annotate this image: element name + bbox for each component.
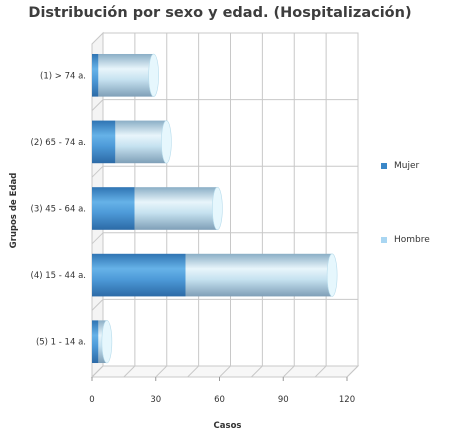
legend-swatch [381, 237, 387, 243]
category-label: (1) > 74 a. [40, 71, 86, 81]
x-axis-title: Casos [214, 421, 242, 431]
bar-mujer [92, 53, 99, 97]
category-label: (4) 15 - 44 a. [31, 271, 86, 281]
band-separator [91, 299, 104, 311]
x-tick-label: 30 [150, 395, 161, 405]
bar-mujer [92, 120, 116, 164]
legend-item-hombre: Hombre [381, 235, 430, 245]
x-tick-label: 60 [214, 395, 225, 405]
gridline-floor [219, 365, 231, 378]
y-axis-title: Grupos de Edad [9, 173, 19, 249]
bar-mujer [92, 253, 186, 297]
bar-end-cap [326, 253, 338, 297]
category-label: (3) 45 - 64 a. [31, 205, 86, 215]
bar-end-cap [161, 120, 172, 164]
x-tick-label: 120 [339, 395, 355, 405]
bar-mujer [92, 320, 99, 364]
legend-swatch [381, 163, 387, 169]
bar-end-cap [101, 320, 113, 364]
bar-hombre [134, 187, 218, 230]
gridline-floor [346, 365, 359, 378]
category-label: (2) 65 - 74 a. [31, 138, 86, 148]
gridline-floor [282, 365, 295, 378]
gridline-floor [251, 365, 263, 378]
bar-end-cap [148, 53, 159, 97]
band-separator [91, 165, 104, 178]
band-separator [91, 232, 104, 245]
gridline-floor [91, 365, 104, 378]
bar-hombre [115, 120, 167, 164]
bar-hombre [98, 53, 154, 97]
bar-hombre [185, 253, 333, 297]
legend-item-mujer: Mujer [381, 161, 419, 171]
gridline-floor [155, 365, 168, 378]
legend-label: Hombre [394, 235, 430, 245]
gridline-floor [123, 365, 136, 378]
x-tick-label: 0 [89, 395, 94, 405]
x-tick-label: 90 [278, 395, 289, 405]
band-separator [91, 99, 104, 111]
bar-mujer [92, 187, 135, 230]
gridline-floor [314, 365, 327, 378]
chart-title: Distribución por sexo y edad. (Hospitali… [28, 5, 412, 21]
bar-end-cap [212, 186, 223, 231]
gridline-floor [187, 365, 199, 378]
legend-label: Mujer [394, 161, 420, 171]
category-label: (5) 1 - 14 a. [36, 338, 86, 348]
